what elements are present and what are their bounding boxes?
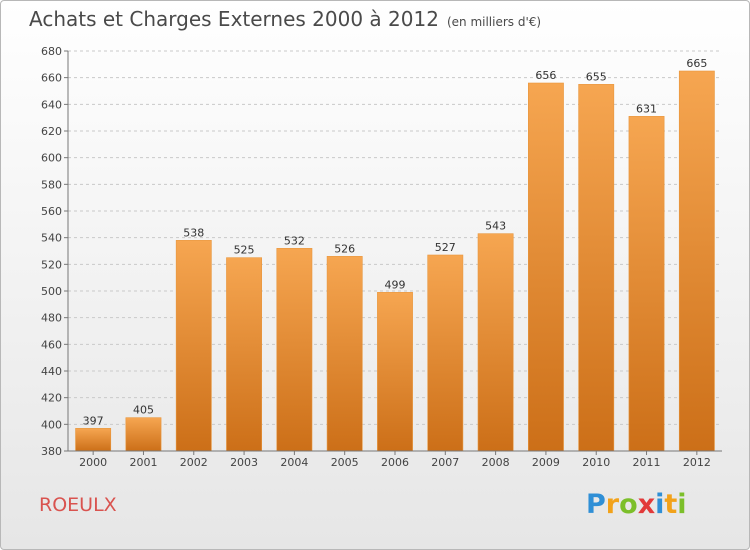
data-label-2004: 532 bbox=[284, 234, 305, 247]
data-label-2011: 631 bbox=[636, 102, 657, 115]
y-tick-label: 620 bbox=[41, 125, 62, 138]
x-tick-label-2012: 2012 bbox=[683, 456, 711, 469]
data-label-2002: 538 bbox=[183, 226, 204, 239]
bar-2006 bbox=[377, 292, 413, 452]
bar-2008 bbox=[477, 233, 514, 452]
x-tick-label-2009: 2009 bbox=[532, 456, 560, 469]
x-tick-label-2002: 2002 bbox=[180, 456, 208, 469]
bar-2012 bbox=[678, 70, 715, 452]
bar-2005 bbox=[326, 256, 363, 452]
chart-title-text: Achats et Charges Externes 2000 à 2012 bbox=[29, 7, 439, 31]
y-tick-label: 600 bbox=[41, 152, 62, 165]
x-tick-label-2005: 2005 bbox=[331, 456, 359, 469]
y-tick-label: 520 bbox=[41, 258, 62, 271]
data-label-2006: 499 bbox=[385, 278, 406, 291]
bar-2004 bbox=[276, 248, 313, 452]
commune-name: ROEULX bbox=[39, 494, 117, 516]
bar-2009 bbox=[528, 82, 564, 452]
y-tick-label: 380 bbox=[41, 445, 62, 458]
bar-2007 bbox=[427, 254, 464, 452]
y-tick-label: 480 bbox=[41, 312, 62, 325]
y-tick-label: 560 bbox=[41, 205, 62, 218]
x-tick-label-2006: 2006 bbox=[381, 456, 409, 469]
logo-letter: o bbox=[619, 489, 638, 520]
y-tick-label: 640 bbox=[41, 98, 62, 111]
data-labels: 397 405 538 525 532 526 499 527 543 656 655 631 665 bbox=[83, 57, 708, 427]
proxiti-logo: Proxiti bbox=[586, 489, 687, 520]
bar-2000 bbox=[75, 428, 112, 452]
logo-letter: t bbox=[664, 489, 678, 520]
x-tick-label-2010: 2010 bbox=[582, 456, 610, 469]
y-tick-label: 680 bbox=[41, 45, 62, 58]
y-tick-label: 540 bbox=[41, 232, 62, 245]
chart-subtitle: (en milliers d'€) bbox=[446, 15, 542, 29]
x-tick-label-2008: 2008 bbox=[482, 456, 510, 469]
bar-2011 bbox=[628, 116, 665, 452]
logo-letter: x bbox=[637, 489, 656, 520]
y-axis-ticks: 380 400 420 440 460 480 500 520 540 560 580 600 620 6… bbox=[41, 45, 68, 458]
data-label-2009: 656 bbox=[535, 69, 556, 82]
y-tick-label: 400 bbox=[41, 418, 62, 431]
x-tick-label-2001: 2001 bbox=[129, 456, 157, 469]
bar-2010 bbox=[578, 84, 615, 452]
y-tick-label: 460 bbox=[41, 338, 62, 351]
chart-title: Achats et Charges Externes 2000 à 2012 (e… bbox=[29, 7, 541, 31]
axes bbox=[67, 51, 722, 452]
data-label-2012: 665 bbox=[686, 57, 707, 70]
data-label-2007: 527 bbox=[435, 241, 456, 254]
bars bbox=[75, 70, 715, 452]
data-label-2001: 405 bbox=[133, 404, 154, 417]
bar-2002 bbox=[175, 240, 212, 452]
data-label-2005: 526 bbox=[334, 242, 355, 255]
x-tick-label-2000: 2000 bbox=[79, 456, 107, 469]
x-tick-label-2004: 2004 bbox=[280, 456, 308, 469]
y-tick-label: 500 bbox=[41, 285, 62, 298]
x-tick-label-2007: 2007 bbox=[431, 456, 459, 469]
y-tick-label: 580 bbox=[41, 178, 62, 191]
x-axis-ticks: 2000 2001 2002 2003 2004 2005 2006 2007 2008 2009… bbox=[79, 451, 711, 469]
y-tick-label: 440 bbox=[41, 365, 62, 378]
data-label-2010: 655 bbox=[586, 70, 607, 83]
data-label-2000: 397 bbox=[83, 414, 104, 427]
logo-letter: r bbox=[605, 489, 620, 520]
bar-2001 bbox=[125, 417, 162, 452]
logo-letter: i bbox=[677, 489, 687, 520]
bar-2003 bbox=[226, 257, 262, 452]
x-tick-label-2003: 2003 bbox=[230, 456, 258, 469]
x-tick-label-2011: 2011 bbox=[633, 456, 661, 469]
logo-letter: i bbox=[655, 489, 665, 520]
data-label-2008: 543 bbox=[485, 220, 506, 233]
y-tick-label: 420 bbox=[41, 392, 62, 405]
y-tick-label: 660 bbox=[41, 72, 62, 85]
logo-letter: P bbox=[586, 489, 606, 520]
data-label-2003: 525 bbox=[234, 244, 255, 257]
